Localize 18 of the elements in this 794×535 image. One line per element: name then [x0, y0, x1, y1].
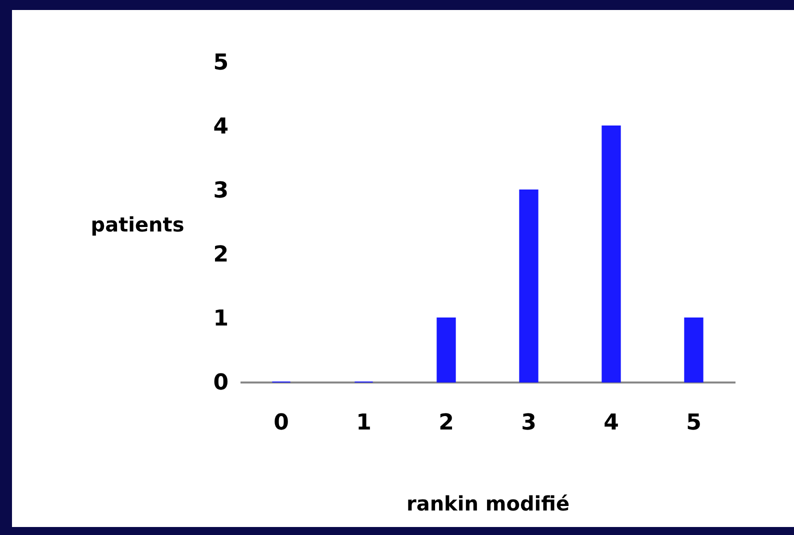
- x-axis-title: rankin modifié: [406, 492, 570, 516]
- bar: [436, 318, 456, 382]
- x-tick-label: 5: [686, 410, 702, 436]
- x-tick-label: 2: [438, 410, 454, 436]
- y-tick-label: 4: [213, 114, 228, 140]
- y-tick-label: 3: [213, 178, 228, 204]
- y-tick-label: 5: [213, 50, 228, 76]
- bar: [602, 126, 621, 382]
- x-tick-label: 1: [356, 410, 372, 436]
- y-tick-label: 0: [213, 370, 228, 396]
- y-tick-label: 1: [213, 306, 228, 332]
- x-tick-label: 3: [521, 410, 536, 436]
- x-tick-label: 4: [604, 410, 619, 436]
- bar: [519, 190, 538, 382]
- y-tick-label: 2: [213, 242, 228, 268]
- bar: [684, 318, 704, 382]
- y-axis-title: patients: [90, 212, 184, 236]
- x-tick-label: 0: [274, 410, 289, 436]
